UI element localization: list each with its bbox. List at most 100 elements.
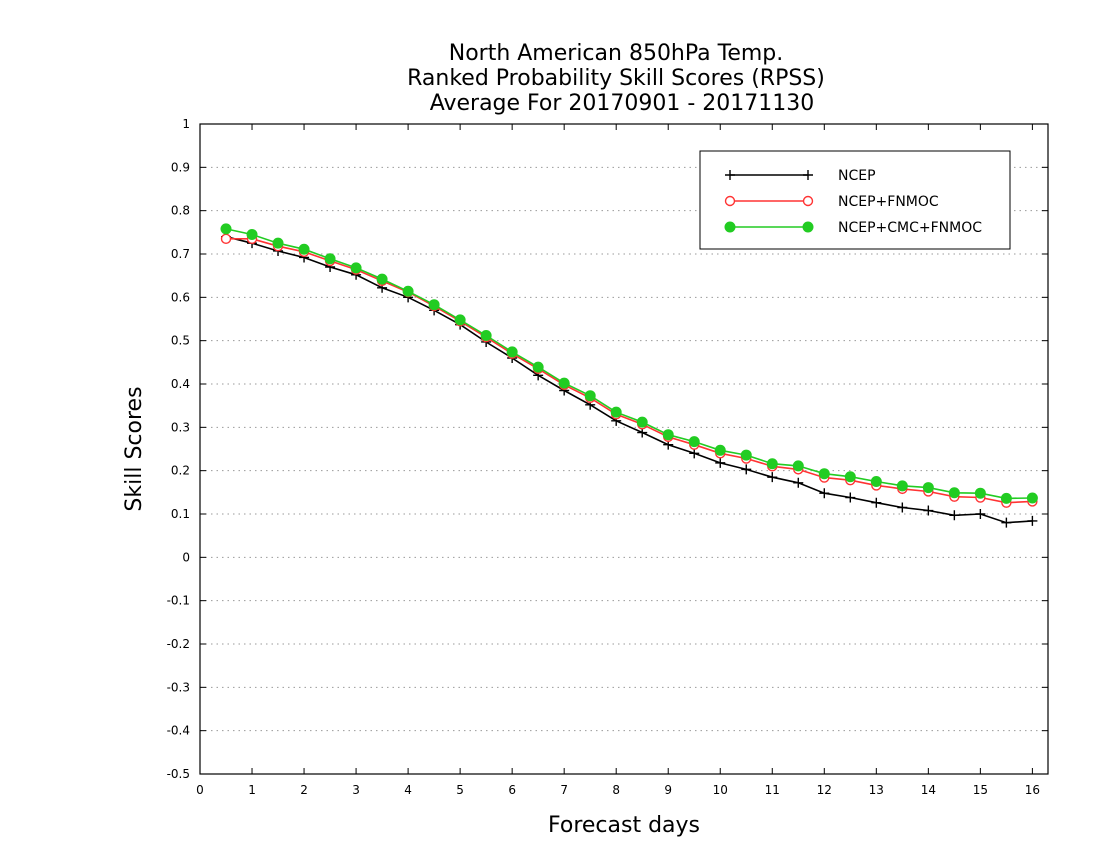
title-line-2: Ranked Probability Skill Scores (RPSS) — [407, 66, 825, 91]
data-point-ncep-plus-cmc-plus-fnmoc — [844, 471, 856, 483]
x-tick-label: 12 — [817, 783, 832, 797]
grid-layer — [200, 166, 1048, 732]
data-point-ncep-plus-cmc-plus-fnmoc — [1000, 492, 1012, 504]
x-tick-label: 5 — [456, 783, 464, 797]
data-point-ncep-plus-cmc-plus-fnmoc — [220, 223, 232, 235]
x-tick-label: 3 — [352, 783, 360, 797]
data-point-ncep-plus-cmc-plus-fnmoc — [792, 460, 804, 472]
legend-entry: NCEP — [725, 168, 876, 184]
data-point-ncep-plus-cmc-plus-fnmoc — [766, 458, 778, 470]
data-point-ncep-plus-cmc-plus-fnmoc — [948, 487, 960, 499]
data-point-ncep-plus-cmc-plus-fnmoc — [922, 482, 934, 494]
x-tick-label: 1 — [248, 783, 256, 797]
y-tick-label: 0.5 — [171, 334, 190, 348]
series-ncep — [221, 231, 1038, 528]
y-axis-label: Skill Scores — [122, 386, 147, 511]
x-tick-label: 11 — [765, 783, 780, 797]
y-tick-label: 0.4 — [171, 377, 190, 391]
title-line-3: Average For 20170901 - 20171130 — [430, 91, 815, 116]
legend-entry: NCEP+FNMOC — [724, 194, 939, 210]
data-point-ncep-plus-cmc-plus-fnmoc — [428, 299, 440, 311]
series-line-ncep-plus-cmc-plus-fnmoc — [225, 228, 1033, 500]
y-tick-label: 0 — [182, 550, 190, 564]
data-point-ncep-plus-cmc-plus-fnmoc — [896, 480, 908, 492]
legend-label: NCEP+FNMOC — [838, 194, 939, 210]
legend-label: NCEP+CMC+FNMOC — [838, 220, 982, 236]
data-point-ncep — [1001, 517, 1012, 528]
data-point-ncep-plus-cmc-plus-fnmoc — [298, 243, 310, 255]
data-point-ncep-plus-cmc-plus-fnmoc — [818, 468, 830, 480]
title-line-1: North American 850hPa Temp. — [449, 41, 784, 66]
series-line-ncep-plus-fnmoc — [226, 238, 1033, 504]
legend-entry: NCEP+CMC+FNMOC — [724, 220, 982, 236]
data-point-ncep-plus-cmc-plus-fnmoc — [714, 444, 726, 456]
series-line-ncep — [225, 235, 1033, 524]
legend-marker — [802, 221, 814, 233]
data-point-ncep — [975, 509, 986, 519]
data-point-ncep-plus-cmc-plus-fnmoc — [610, 406, 622, 418]
y-tick-label: 1 — [182, 117, 190, 131]
legend-marker — [803, 170, 813, 180]
data-point-ncep — [845, 492, 856, 503]
data-point-ncep-plus-cmc-plus-fnmoc — [974, 487, 986, 499]
legend: NCEP NCEP+FNMOC NCEP+CMC+FNMOC — [699, 150, 1011, 250]
data-point-ncep-plus-cmc-plus-fnmoc — [662, 429, 674, 441]
data-point-ncep — [689, 448, 700, 459]
x-tick-label: 0 — [196, 783, 204, 797]
y-tick-label: -0.4 — [167, 724, 190, 738]
data-point-ncep — [897, 502, 908, 513]
data-point-ncep-plus-cmc-plus-fnmoc — [688, 436, 700, 448]
legend-box — [699, 150, 1011, 250]
axis-ticks: -0.5 -0.4 -0.3 -0.2 -0.1 0 0.1 0.2 0.3 0.4 0.5 0.6 0… — [167, 117, 1048, 797]
x-tick-label: 13 — [869, 783, 884, 797]
data-point-ncep-plus-cmc-plus-fnmoc — [740, 449, 752, 461]
y-tick-label: 0.8 — [171, 204, 190, 218]
data-point-ncep — [767, 472, 778, 483]
x-tick-label: 8 — [612, 783, 620, 797]
data-point-ncep-plus-cmc-plus-fnmoc — [532, 361, 544, 373]
x-tick-label: 14 — [921, 783, 936, 797]
data-point-ncep — [949, 510, 960, 521]
data-point-ncep — [923, 505, 934, 516]
legend-marker — [802, 195, 814, 207]
x-tick-label: 2 — [300, 783, 308, 797]
x-tick-label: 15 — [973, 783, 988, 797]
data-point-ncep-plus-cmc-plus-fnmoc — [506, 346, 518, 358]
data-point-ncep-plus-cmc-plus-fnmoc — [480, 329, 492, 341]
y-tick-label: 0.1 — [171, 507, 190, 521]
x-tick-label: 9 — [664, 783, 672, 797]
data-point-ncep-plus-fnmoc — [220, 233, 232, 245]
data-point-ncep-plus-cmc-plus-fnmoc — [324, 253, 336, 265]
data-point-ncep — [715, 457, 726, 468]
data-point-ncep — [819, 488, 830, 499]
y-tick-label: 0.9 — [171, 160, 190, 174]
y-tick-label: -0.3 — [167, 680, 190, 694]
y-tick-label: -0.5 — [167, 767, 190, 781]
y-tick-label: 0.6 — [171, 290, 190, 304]
plot-frame — [199, 123, 1049, 775]
data-point-ncep-plus-cmc-plus-fnmoc — [350, 262, 362, 274]
data-point-ncep-plus-cmc-plus-fnmoc — [454, 314, 466, 326]
data-point-ncep-plus-cmc-plus-fnmoc — [558, 377, 570, 389]
series-ncep-plus-cmc-plus-fnmoc — [220, 223, 1038, 504]
x-tick-label: 10 — [713, 783, 728, 797]
series-ncep-plus-fnmoc — [220, 233, 1038, 508]
data-point-ncep — [741, 464, 752, 475]
data-point-ncep-plus-cmc-plus-fnmoc — [376, 273, 388, 285]
data-point-ncep — [793, 477, 804, 488]
x-axis-label: Forecast days — [548, 813, 700, 838]
y-tick-label: -0.1 — [167, 594, 190, 608]
y-tick-label: -0.2 — [167, 637, 190, 651]
x-tick-label: 4 — [404, 783, 412, 797]
series-layer — [220, 223, 1038, 528]
y-tick-label: 0.7 — [171, 247, 190, 261]
chart-title: North American 850hPa Temp. Ranked Proba… — [407, 41, 825, 116]
data-point-ncep — [1027, 515, 1038, 526]
data-point-ncep-plus-cmc-plus-fnmoc — [1026, 492, 1038, 504]
x-tick-label: 16 — [1025, 783, 1040, 797]
y-tick-label: 0.2 — [171, 464, 190, 478]
y-tick-label: 0.3 — [171, 420, 190, 434]
legend-marker — [724, 195, 736, 207]
legend-marker — [724, 221, 736, 233]
